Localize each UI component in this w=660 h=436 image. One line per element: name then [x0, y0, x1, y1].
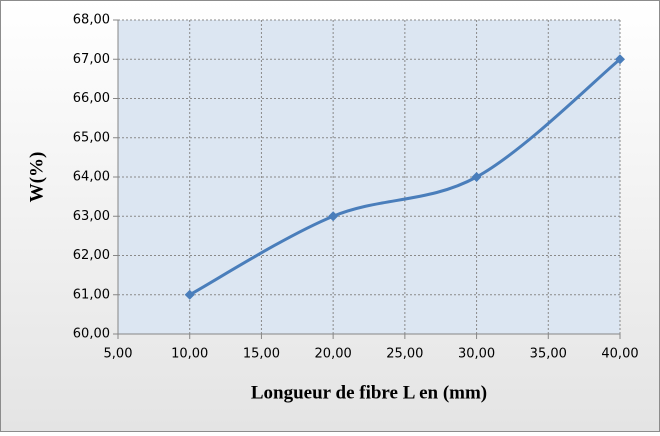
- marker: [471, 172, 482, 182]
- y-tick-label: 66,00: [73, 91, 110, 106]
- series-line: [188, 58, 621, 297]
- x-tick-label: 20,00: [315, 347, 352, 362]
- plot-area: [118, 20, 620, 334]
- x-tick-label: 10,00: [171, 347, 208, 362]
- y-tick-label: 65,00: [73, 130, 110, 145]
- marker: [328, 211, 339, 222]
- y-tick-label: 68,00: [73, 13, 110, 28]
- y-tick-label: 63,00: [73, 209, 110, 224]
- x-axis-title: Longueur de fibre L en (mm): [251, 382, 487, 403]
- y-tick-label: 60,00: [73, 327, 110, 342]
- y-axis-title: W(%): [26, 152, 47, 203]
- x-tick-label: 25,00: [386, 347, 423, 362]
- x-tick-label: 40,00: [601, 347, 638, 362]
- x-tick-label: 5,00: [104, 347, 133, 362]
- marker: [184, 289, 195, 300]
- x-tick-label: 35,00: [530, 347, 567, 362]
- x-tick-label: 15,00: [243, 347, 280, 362]
- y-tick-label: 64,00: [73, 170, 110, 185]
- marker: [615, 54, 625, 65]
- y-tick-label: 61,00: [73, 287, 110, 302]
- y-tick-label: 67,00: [73, 52, 110, 67]
- x-tick-label: 30,00: [458, 347, 495, 362]
- y-tick-label: 62,00: [73, 248, 110, 263]
